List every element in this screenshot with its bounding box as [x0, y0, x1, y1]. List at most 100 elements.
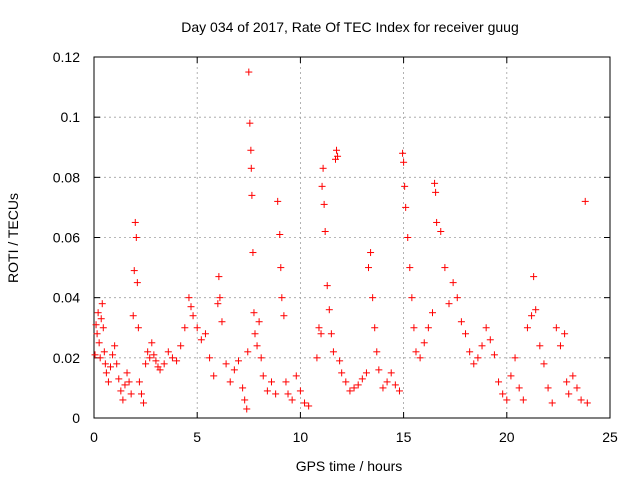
data-point	[193, 324, 201, 332]
x-tick-label: 5	[193, 429, 201, 445]
data-point	[177, 342, 185, 350]
data-point	[109, 351, 117, 359]
data-point	[478, 342, 486, 350]
data-point	[408, 294, 416, 302]
data-point	[146, 354, 154, 362]
data-point	[210, 372, 218, 380]
data-point	[432, 188, 440, 196]
data-point	[317, 330, 325, 338]
data-point	[95, 339, 103, 347]
data-point	[482, 324, 490, 332]
data-point	[239, 384, 247, 392]
y-axis-label: ROTI / TECUs	[5, 193, 21, 283]
data-point	[218, 318, 226, 326]
y-tick-label: 0.08	[53, 169, 80, 185]
data-point	[313, 354, 321, 362]
data-point	[375, 366, 383, 374]
data-point	[280, 312, 288, 320]
y-tick-label: 0.04	[53, 290, 80, 306]
data-point	[561, 330, 569, 338]
data-point	[445, 300, 453, 308]
data-point	[325, 306, 333, 314]
data-point	[581, 197, 589, 205]
data-point	[530, 273, 538, 281]
grid	[94, 57, 610, 418]
data-point	[100, 348, 108, 356]
data-point	[367, 249, 375, 257]
data-point	[97, 315, 105, 323]
x-tick-label: 20	[499, 429, 515, 445]
data-point	[528, 312, 536, 320]
data-point	[253, 342, 261, 350]
data-point	[457, 318, 465, 326]
x-tick-label: 25	[602, 429, 618, 445]
data-point	[131, 218, 139, 226]
data-point	[548, 399, 556, 407]
data-point	[371, 324, 379, 332]
data-point	[99, 324, 107, 332]
data-point	[379, 384, 387, 392]
data-point	[321, 227, 329, 235]
data-point	[474, 354, 482, 362]
data-point	[222, 360, 230, 368]
data-point	[241, 396, 249, 404]
data-point	[201, 330, 209, 338]
data-point	[102, 369, 110, 377]
data-point	[144, 348, 152, 356]
data-point	[563, 378, 571, 386]
x-tick-label: 0	[90, 429, 98, 445]
data-point	[323, 282, 331, 290]
data-point	[125, 378, 133, 386]
data-point	[137, 390, 145, 398]
data-point	[276, 230, 284, 238]
data-point	[263, 387, 271, 395]
data-point	[391, 381, 399, 389]
data-point	[288, 396, 296, 404]
data-point	[119, 396, 127, 404]
y-tick-label: 0.12	[53, 49, 80, 65]
data-point	[544, 384, 552, 392]
data-point	[268, 378, 276, 386]
data-point	[98, 300, 106, 308]
data-point	[247, 146, 255, 154]
data-point	[301, 399, 309, 407]
data-point	[132, 234, 140, 241]
data-point	[362, 369, 370, 377]
data-point	[507, 372, 515, 380]
data-point	[189, 312, 197, 320]
x-axis-label: GPS time / hours	[296, 458, 403, 474]
data-point	[342, 378, 350, 386]
data-point	[94, 309, 102, 317]
data-point	[433, 218, 441, 226]
chart-title: Day 034 of 2017, Rate Of TEC Index for r…	[181, 19, 518, 35]
data-point	[495, 378, 503, 386]
data-point	[466, 348, 474, 356]
data-point	[150, 351, 158, 359]
data-point	[338, 369, 346, 377]
data-point	[305, 402, 313, 410]
data-point	[255, 318, 263, 326]
data-point	[519, 396, 527, 404]
data-point	[358, 375, 366, 383]
data-point	[272, 390, 280, 398]
data-point	[135, 378, 143, 386]
data-point	[437, 227, 445, 235]
data-point	[333, 146, 341, 154]
data-point	[540, 360, 548, 368]
data-point	[441, 264, 449, 272]
data-point	[536, 342, 544, 350]
data-point	[206, 354, 214, 362]
data-point	[400, 158, 408, 166]
data-point	[104, 378, 112, 386]
data-point	[410, 324, 418, 332]
data-point	[168, 354, 176, 362]
data-point	[216, 294, 224, 302]
data-point	[365, 264, 373, 272]
data-point	[428, 309, 436, 317]
data-point	[259, 372, 267, 380]
data-point	[214, 300, 222, 308]
data-point	[215, 273, 223, 281]
data-point	[140, 399, 148, 407]
data-point	[412, 348, 420, 356]
